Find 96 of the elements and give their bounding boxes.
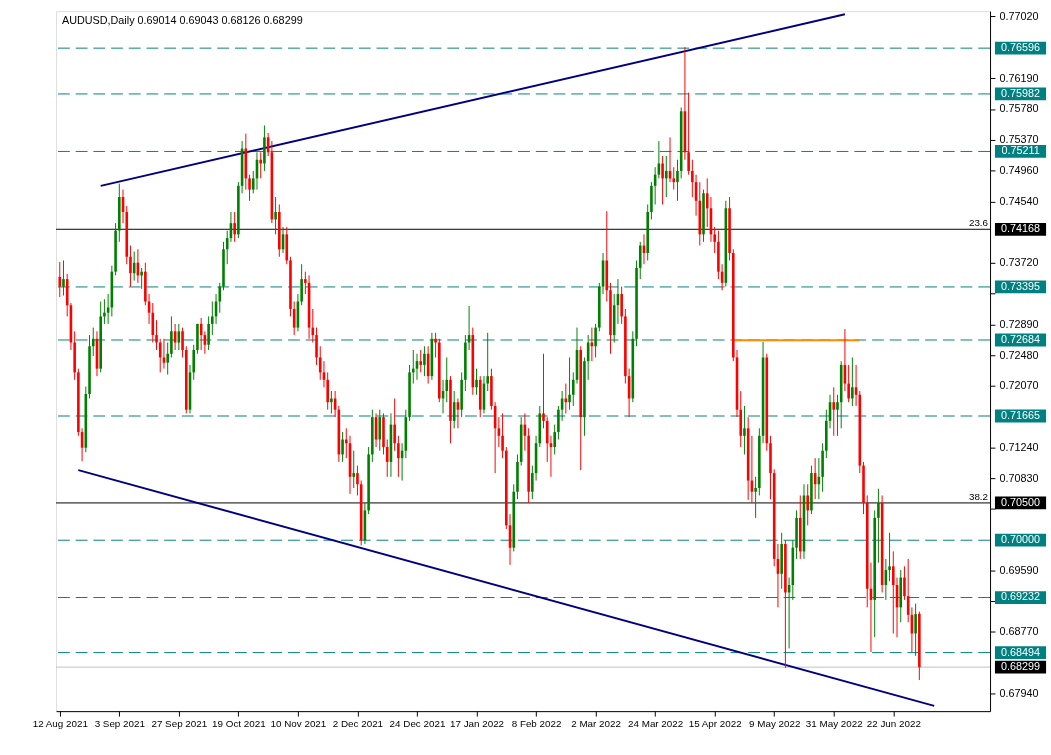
x-tick-label: 27 Sep 2021	[151, 718, 208, 730]
x-tick-label: 3 Sep 2021	[94, 718, 145, 730]
y-tick-label: 0.67940	[999, 687, 1039, 700]
candlestick	[914, 603, 917, 657]
candlestick	[207, 315, 210, 351]
x-tick-label: 31 May 2022	[805, 718, 863, 730]
candlestick	[140, 267, 143, 290]
candlestick	[103, 298, 106, 325]
y-tick-label: 0.73720	[999, 256, 1039, 269]
candlestick	[676, 159, 679, 202]
y-tick-label: 0.71240	[999, 441, 1039, 454]
candlestick	[836, 394, 839, 437]
candlestick	[62, 259, 65, 297]
x-tick-label: 9 May 2022	[749, 718, 801, 730]
candlestick	[452, 390, 456, 429]
ref-line-label: 0.70500	[1001, 495, 1041, 508]
candlestick	[91, 327, 95, 357]
candlestick	[903, 565, 906, 601]
ref-line-label: 0.68494	[1001, 645, 1041, 658]
x-tick-label: 8 Feb 2022	[511, 718, 562, 730]
y-tick-label: 0.72070	[999, 379, 1039, 392]
ref-line-label: 0.69232	[1001, 590, 1041, 603]
y-tick-label: 0.75370	[999, 133, 1039, 146]
x-tick-label: 24 Dec 2021	[389, 718, 446, 730]
candlestick	[594, 323, 597, 358]
candlestick	[851, 356, 854, 407]
candlestick	[170, 315, 173, 358]
ref-line-label: 0.74168	[1001, 222, 1041, 235]
candlestick	[423, 345, 426, 377]
candlestick	[568, 356, 571, 411]
y-tick-label: 0.76190	[999, 71, 1039, 84]
candlestick	[259, 151, 262, 179]
candlestick	[501, 412, 504, 459]
ref-line-label: 0.70000	[1001, 533, 1041, 546]
candlestick	[181, 327, 184, 358]
candlestick	[475, 368, 478, 396]
annotation: 23.6	[968, 217, 989, 229]
candlestick	[393, 397, 396, 452]
candlestick	[754, 476, 757, 519]
candlestick	[233, 211, 236, 243]
candlestick	[166, 342, 169, 376]
candlestick	[891, 550, 895, 634]
x-tick-label: 12 Aug 2021	[32, 718, 88, 730]
candlestick	[58, 261, 62, 298]
annotation: 38.2	[968, 490, 989, 502]
candlestick	[553, 424, 556, 455]
ref-line-label: 0.71665	[1001, 408, 1041, 421]
ref-line-label: 0.76596	[1001, 41, 1041, 54]
y-tick-label: 0.77020	[999, 9, 1039, 22]
y-tick-label: 0.70830	[999, 471, 1039, 484]
y-tick-label: 0.68770	[999, 625, 1039, 638]
candlestick	[832, 386, 836, 437]
ref-line-label: 0.75982	[1001, 86, 1041, 99]
candlestick	[356, 465, 359, 496]
chart-title: AUDUSD,Daily 0.69014 0.69043 0.68126 0.68299	[61, 13, 303, 26]
candlestick	[385, 439, 389, 478]
candlestick	[665, 155, 668, 198]
candlestick	[315, 327, 318, 366]
x-tick-label: 24 Mar 2022	[628, 718, 684, 730]
x-tick-label: 19 Oct 2021	[212, 718, 266, 730]
candlestick	[352, 450, 356, 489]
y-tick-label: 0.69590	[999, 564, 1039, 577]
candlestick	[620, 286, 623, 325]
candlestick	[806, 483, 810, 526]
y-tick-label: 0.72480	[999, 348, 1039, 361]
candlestick	[411, 349, 415, 385]
x-tick-label: 17 Jan 2022	[449, 718, 505, 730]
candlestick	[877, 488, 880, 564]
y-tick-label: 0.72890	[999, 318, 1039, 331]
candlestick	[743, 405, 746, 455]
candlestick	[434, 332, 437, 358]
ref-line-label: 0.68299	[1001, 660, 1041, 673]
ref-line-label: 0.73395	[1001, 279, 1041, 292]
y-tick-label: 0.75780	[999, 102, 1039, 115]
candlestick	[330, 390, 333, 414]
candlestick	[248, 174, 251, 202]
candlestick	[397, 435, 400, 478]
candlestick	[129, 245, 132, 288]
x-tick-label: 22 Jun 2022	[866, 718, 921, 730]
y-tick-label: 0.74540	[999, 194, 1039, 207]
ref-line-label: 0.75211	[1001, 144, 1040, 157]
candlestick	[661, 155, 664, 205]
x-tick-label: 15 Apr 2022	[688, 718, 742, 730]
x-tick-label: 2 Dec 2021	[332, 718, 384, 730]
candlestick	[155, 319, 158, 351]
candlestick	[341, 431, 344, 463]
x-tick-label: 10 Nov 2021	[270, 718, 327, 730]
candlestick	[378, 409, 382, 452]
x-tick-label: 2 Mar 2022	[571, 718, 621, 730]
candlestick	[542, 353, 545, 429]
candlestick	[638, 241, 642, 280]
y-tick-label: 0.74960	[999, 163, 1039, 176]
candlestick	[158, 338, 162, 373]
candlestick	[274, 196, 277, 235]
candlestick	[419, 349, 423, 373]
ref-line-label: 0.72684	[1001, 332, 1041, 345]
